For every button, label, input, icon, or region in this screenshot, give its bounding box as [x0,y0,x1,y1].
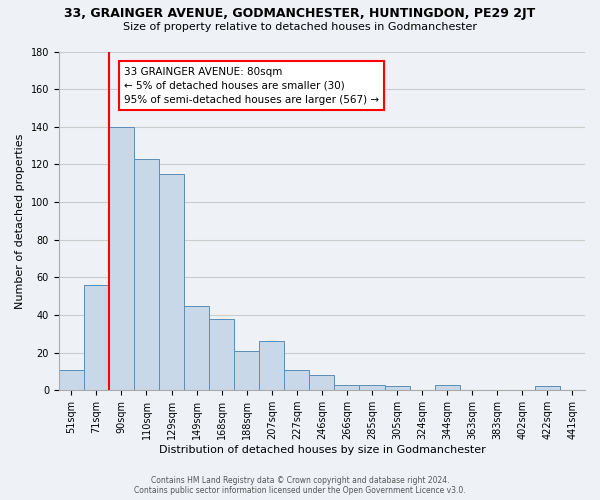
Text: 33, GRAINGER AVENUE, GODMANCHESTER, HUNTINGDON, PE29 2JT: 33, GRAINGER AVENUE, GODMANCHESTER, HUNT… [64,8,536,20]
Bar [359,384,385,390]
Bar [535,386,560,390]
Text: Size of property relative to detached houses in Godmanchester: Size of property relative to detached ho… [123,22,477,32]
Bar [134,159,159,390]
Bar [159,174,184,390]
Bar [259,342,284,390]
Bar [234,350,259,390]
Bar [59,370,84,390]
Bar [310,375,334,390]
Bar [385,386,410,390]
Text: Contains HM Land Registry data © Crown copyright and database right 2024.
Contai: Contains HM Land Registry data © Crown c… [134,476,466,495]
Bar [209,318,234,390]
Bar [109,127,134,390]
Bar [184,306,209,390]
Bar [84,285,109,390]
Y-axis label: Number of detached properties: Number of detached properties [15,133,25,308]
X-axis label: Distribution of detached houses by size in Godmanchester: Distribution of detached houses by size … [158,445,485,455]
Text: 33 GRAINGER AVENUE: 80sqm
← 5% of detached houses are smaller (30)
95% of semi-d: 33 GRAINGER AVENUE: 80sqm ← 5% of detach… [124,66,379,104]
Bar [334,384,359,390]
Bar [284,370,310,390]
Bar [434,384,460,390]
